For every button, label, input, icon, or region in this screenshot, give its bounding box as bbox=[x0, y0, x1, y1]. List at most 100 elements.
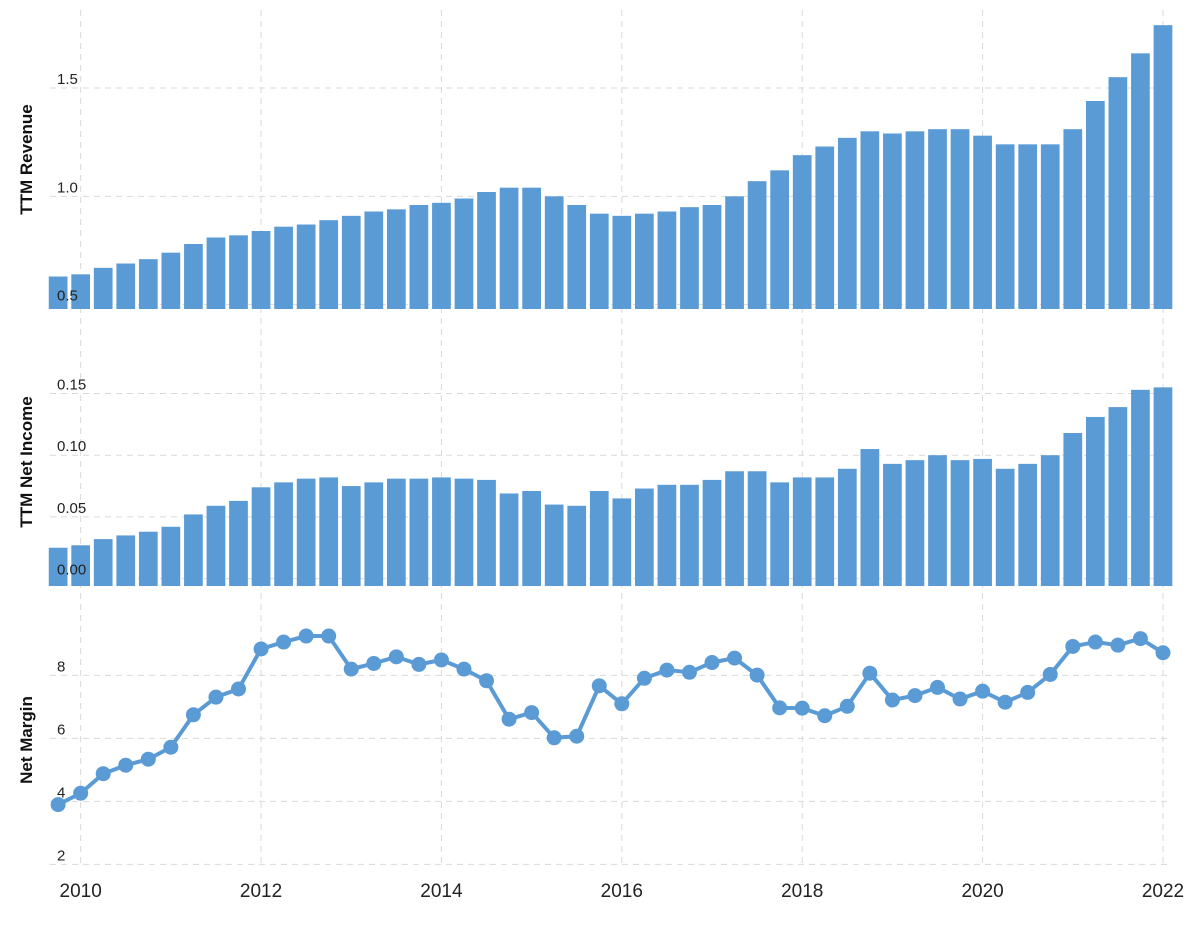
net-income-bar bbox=[319, 477, 339, 586]
x-tick-label-2012: 2012 bbox=[240, 881, 282, 902]
revenue-bar bbox=[386, 209, 406, 309]
net-margin-point bbox=[343, 661, 359, 677]
x-tick-label-2022: 2022 bbox=[1142, 881, 1184, 902]
revenue-bar bbox=[635, 213, 654, 309]
revenue-bar bbox=[680, 207, 699, 309]
net-margin-point bbox=[231, 681, 247, 697]
revenue-bar bbox=[567, 205, 587, 309]
net-margin-point bbox=[681, 664, 697, 680]
net-income-bar bbox=[229, 500, 248, 586]
net-margin-point bbox=[794, 700, 810, 716]
revenue-panel: 0.5 1.0 1.5 TTM Revenue bbox=[17, 25, 1173, 310]
net-margin-point bbox=[772, 700, 788, 716]
net-income-bar bbox=[1085, 416, 1105, 586]
revenue-bar bbox=[1085, 101, 1105, 309]
net-income-bar bbox=[612, 498, 632, 586]
net-income-bar bbox=[138, 531, 158, 586]
revenue-bar bbox=[48, 276, 68, 309]
net-margin-y-tick-label: 4 bbox=[57, 784, 65, 801]
net-margin-panel: 2 4 6 8 Net Margin bbox=[17, 628, 1172, 865]
net-margin-y-tick-label: 8 bbox=[57, 658, 65, 675]
revenue-bar bbox=[1040, 144, 1060, 309]
net-margin-point bbox=[1155, 645, 1171, 661]
revenue-bar bbox=[544, 196, 564, 309]
net-margin-point bbox=[546, 730, 562, 746]
net-margin-point bbox=[185, 707, 201, 723]
net-margin-line bbox=[57, 634, 1165, 807]
revenue-bar bbox=[161, 252, 181, 309]
net-margin-point bbox=[366, 655, 382, 671]
net-income-bar bbox=[1108, 407, 1128, 586]
revenue-bar bbox=[612, 215, 632, 309]
net-margin-point bbox=[501, 711, 517, 727]
net-margin-point bbox=[1020, 684, 1036, 700]
net-margin-point bbox=[411, 656, 427, 672]
net-income-bar bbox=[792, 477, 812, 586]
net-income-bar bbox=[905, 460, 925, 586]
revenue-bar bbox=[973, 135, 992, 309]
net-margin-point bbox=[839, 698, 855, 714]
revenue-bar bbox=[432, 202, 451, 309]
revenue-y-tick-label: 1.5 bbox=[57, 71, 78, 88]
net-margin-point bbox=[749, 667, 765, 683]
net-margin-point bbox=[118, 757, 134, 773]
net-income-bar bbox=[544, 504, 564, 586]
net-income-bar bbox=[635, 488, 654, 586]
net-income-bar bbox=[206, 505, 226, 586]
revenue-bar bbox=[928, 129, 947, 309]
net-income-bar bbox=[296, 478, 316, 586]
net-income-bar bbox=[837, 468, 857, 586]
revenue-bar bbox=[229, 235, 248, 309]
revenue-bar bbox=[206, 237, 226, 309]
x-tick-label-2014: 2014 bbox=[420, 881, 463, 902]
revenue-bar bbox=[1108, 77, 1128, 310]
revenue-bar bbox=[747, 181, 767, 309]
revenue-bar bbox=[274, 226, 293, 309]
net-income-bar bbox=[702, 479, 722, 586]
net-income-y-tick-label: 0.05 bbox=[57, 500, 86, 517]
revenue-bar bbox=[1153, 25, 1173, 310]
net-margin-point bbox=[614, 696, 630, 712]
net-income-bar bbox=[860, 449, 880, 586]
net-margin-point bbox=[1042, 666, 1058, 682]
net-income-bar bbox=[1040, 455, 1060, 586]
net-margin-y-tick-label: 2 bbox=[57, 847, 65, 864]
net-margin-point bbox=[163, 739, 179, 755]
revenue-bar bbox=[93, 267, 113, 309]
net-margin-axis-title: Net Margin bbox=[17, 696, 36, 784]
revenue-y-tick-label: 0.5 bbox=[57, 288, 78, 305]
net-margin-point bbox=[321, 628, 337, 644]
net-income-bar bbox=[409, 478, 429, 586]
net-income-bar bbox=[161, 526, 181, 586]
net-margin-point bbox=[975, 683, 991, 699]
net-income-bar bbox=[995, 468, 1015, 586]
net-margin-point bbox=[1087, 634, 1103, 650]
revenue-bar bbox=[499, 187, 519, 309]
net-income-bar bbox=[386, 478, 406, 586]
net-margin-point bbox=[1110, 637, 1126, 653]
net-margin-point bbox=[862, 665, 878, 681]
revenue-bar bbox=[905, 131, 925, 309]
net-income-bar bbox=[432, 477, 451, 586]
net-margin-point bbox=[140, 751, 156, 767]
net-margin-point bbox=[952, 691, 968, 707]
revenue-bar bbox=[702, 205, 722, 309]
net-income-bar bbox=[928, 455, 947, 586]
net-income-axis-title: TTM Net Income bbox=[17, 396, 36, 527]
net-income-y-tick-label: 0.15 bbox=[57, 377, 86, 394]
revenue-bar bbox=[116, 263, 136, 309]
net-income-bar bbox=[71, 545, 91, 586]
net-income-bar bbox=[973, 458, 992, 586]
revenue-bar bbox=[138, 259, 158, 309]
x-tick-label-2020: 2020 bbox=[961, 881, 1003, 902]
revenue-bar bbox=[454, 198, 474, 309]
net-margin-point bbox=[253, 641, 269, 657]
net-margin-point bbox=[479, 673, 495, 689]
net-margin-point bbox=[817, 708, 833, 724]
revenue-bar bbox=[589, 213, 609, 309]
net-margin-point bbox=[907, 688, 923, 704]
net-income-bar bbox=[184, 514, 203, 586]
net-income-bar bbox=[725, 471, 744, 586]
net-margin-point bbox=[95, 766, 111, 782]
net-margin-point bbox=[636, 670, 652, 686]
